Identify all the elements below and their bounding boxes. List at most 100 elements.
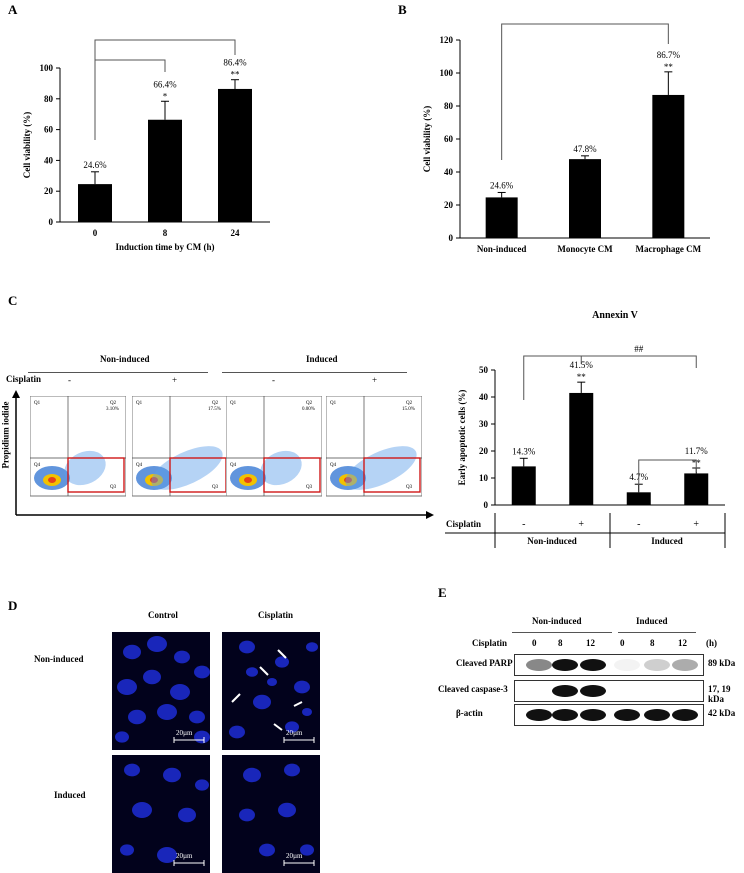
flow-plot: Q1 Q23.10% Q4 Q3 xyxy=(30,396,126,497)
nucleus xyxy=(174,650,190,664)
flow-divider xyxy=(222,372,407,373)
nucleus xyxy=(157,704,177,720)
q3-gate-box xyxy=(363,457,421,493)
significance-mark: ** xyxy=(231,70,241,80)
data-label: 14.3% xyxy=(512,446,536,456)
blot-unit: (h) xyxy=(706,638,717,648)
flow-sign: + xyxy=(372,375,378,385)
y-axis-label: Cell viability (%) xyxy=(22,112,32,179)
y-tick-label: 30 xyxy=(479,419,489,429)
comparison-bracket xyxy=(523,355,582,400)
flow-plot: Q1 Q20.00% Q4 Q3 xyxy=(226,396,322,497)
bar xyxy=(626,492,651,505)
comparison-bracket xyxy=(638,459,697,485)
nucleus xyxy=(128,709,146,725)
x-tick-label: Non-induced xyxy=(477,244,527,254)
quadrant-label: Q4 xyxy=(136,463,143,468)
blot-band xyxy=(580,685,606,697)
y-axis-label: Early apoptotic cells (%) xyxy=(457,390,467,486)
flow-cytometry-panel: Non-induced Induced Cisplatin - + - + Pr… xyxy=(0,350,440,520)
microscopy-image: 20µm xyxy=(222,632,320,750)
nucleus xyxy=(170,684,190,700)
quadrant-label: Q3 xyxy=(406,485,413,490)
blot-band xyxy=(672,709,698,721)
quadrant-label: Q1 xyxy=(34,401,41,406)
y-tick-label: 40 xyxy=(444,167,454,177)
nucleus xyxy=(115,731,129,743)
arrow-icon xyxy=(259,666,269,676)
flow-group-induced: Induced xyxy=(306,354,338,364)
flow-axes xyxy=(12,390,434,519)
data-label: 11.7% xyxy=(685,446,708,456)
data-label: 86.4% xyxy=(223,58,247,68)
y-tick-label: 60 xyxy=(444,134,454,144)
blot-lane-label: 8 xyxy=(558,638,563,648)
blot-kda-label: 89 kDa xyxy=(708,658,736,668)
panel-label-b: B xyxy=(398,2,407,17)
blot-band xyxy=(580,709,606,721)
cell-population-peak xyxy=(244,477,252,483)
scale-bar-label: 20µm xyxy=(176,729,193,737)
microscopy-image: 20µm xyxy=(112,755,210,873)
panel-label-a: A xyxy=(8,2,18,17)
q3-gate-box xyxy=(263,457,321,493)
quadrant-value: 15.0% xyxy=(402,407,415,412)
blot-band xyxy=(526,709,552,721)
quadrant-label: Q3 xyxy=(212,485,219,490)
arrow-icon xyxy=(277,649,287,659)
data-label: 24.6% xyxy=(490,180,514,190)
flow-sign: - xyxy=(272,375,275,385)
scale-bar-label: 20µm xyxy=(286,729,303,737)
nucleus xyxy=(123,644,141,660)
quadrant-label: Q4 xyxy=(34,463,41,468)
nucleus xyxy=(243,767,261,783)
nucleus xyxy=(178,807,196,823)
comparison-bracket xyxy=(95,59,166,72)
q3-gate-box xyxy=(67,457,125,493)
blot-band xyxy=(644,709,670,721)
flow-divider xyxy=(28,372,208,373)
arrow-icon xyxy=(273,723,283,731)
blot-divider xyxy=(512,632,612,633)
panel-label-e: E xyxy=(438,585,447,600)
blot-band xyxy=(614,659,640,671)
flow-y-label: Propidium iodide xyxy=(0,401,11,469)
y-tick-label: 20 xyxy=(44,186,54,196)
nucleus xyxy=(120,844,134,856)
cell-scatter xyxy=(64,450,106,486)
blot-strip xyxy=(514,704,704,726)
significance-mark: * xyxy=(163,91,168,101)
y-axis-label: Cell viability (%) xyxy=(422,106,432,173)
nucleus xyxy=(239,640,255,654)
blot-cisplatin-label: Cisplatin xyxy=(472,638,508,648)
scale-bar-label: 20µm xyxy=(286,852,303,860)
nucleus xyxy=(117,679,137,695)
comparison-bracket xyxy=(581,355,697,368)
bar xyxy=(684,473,709,505)
blot-group-induced: Induced xyxy=(636,616,668,626)
nucleus xyxy=(163,767,181,783)
blot-band xyxy=(552,709,578,721)
comparison-bracket xyxy=(501,23,669,160)
blot-band xyxy=(580,659,606,671)
blot-kda-label: 17, 19 kDa xyxy=(708,684,731,704)
significance-mark: ** xyxy=(577,372,587,382)
y-tick-label: 40 xyxy=(479,392,489,402)
blot-band xyxy=(644,659,670,671)
flow-sign: - xyxy=(68,375,71,385)
hash-mark: ## xyxy=(634,344,644,354)
bar xyxy=(652,94,685,238)
blot-band xyxy=(614,709,640,721)
x-tick-label: + xyxy=(693,519,699,530)
data-label: 66.4% xyxy=(153,79,177,89)
blot-strip xyxy=(514,680,704,702)
nucleus xyxy=(246,667,258,677)
bar xyxy=(569,159,601,238)
data-label: 41.5% xyxy=(570,360,594,370)
quadrant-label: Q2 xyxy=(212,401,219,406)
nucleus xyxy=(194,665,210,679)
x-tick-label: Monocyte CM xyxy=(557,244,613,254)
comparison-bracket xyxy=(94,39,236,140)
quadrant-label: Q4 xyxy=(330,463,337,468)
blot-divider xyxy=(618,632,696,633)
